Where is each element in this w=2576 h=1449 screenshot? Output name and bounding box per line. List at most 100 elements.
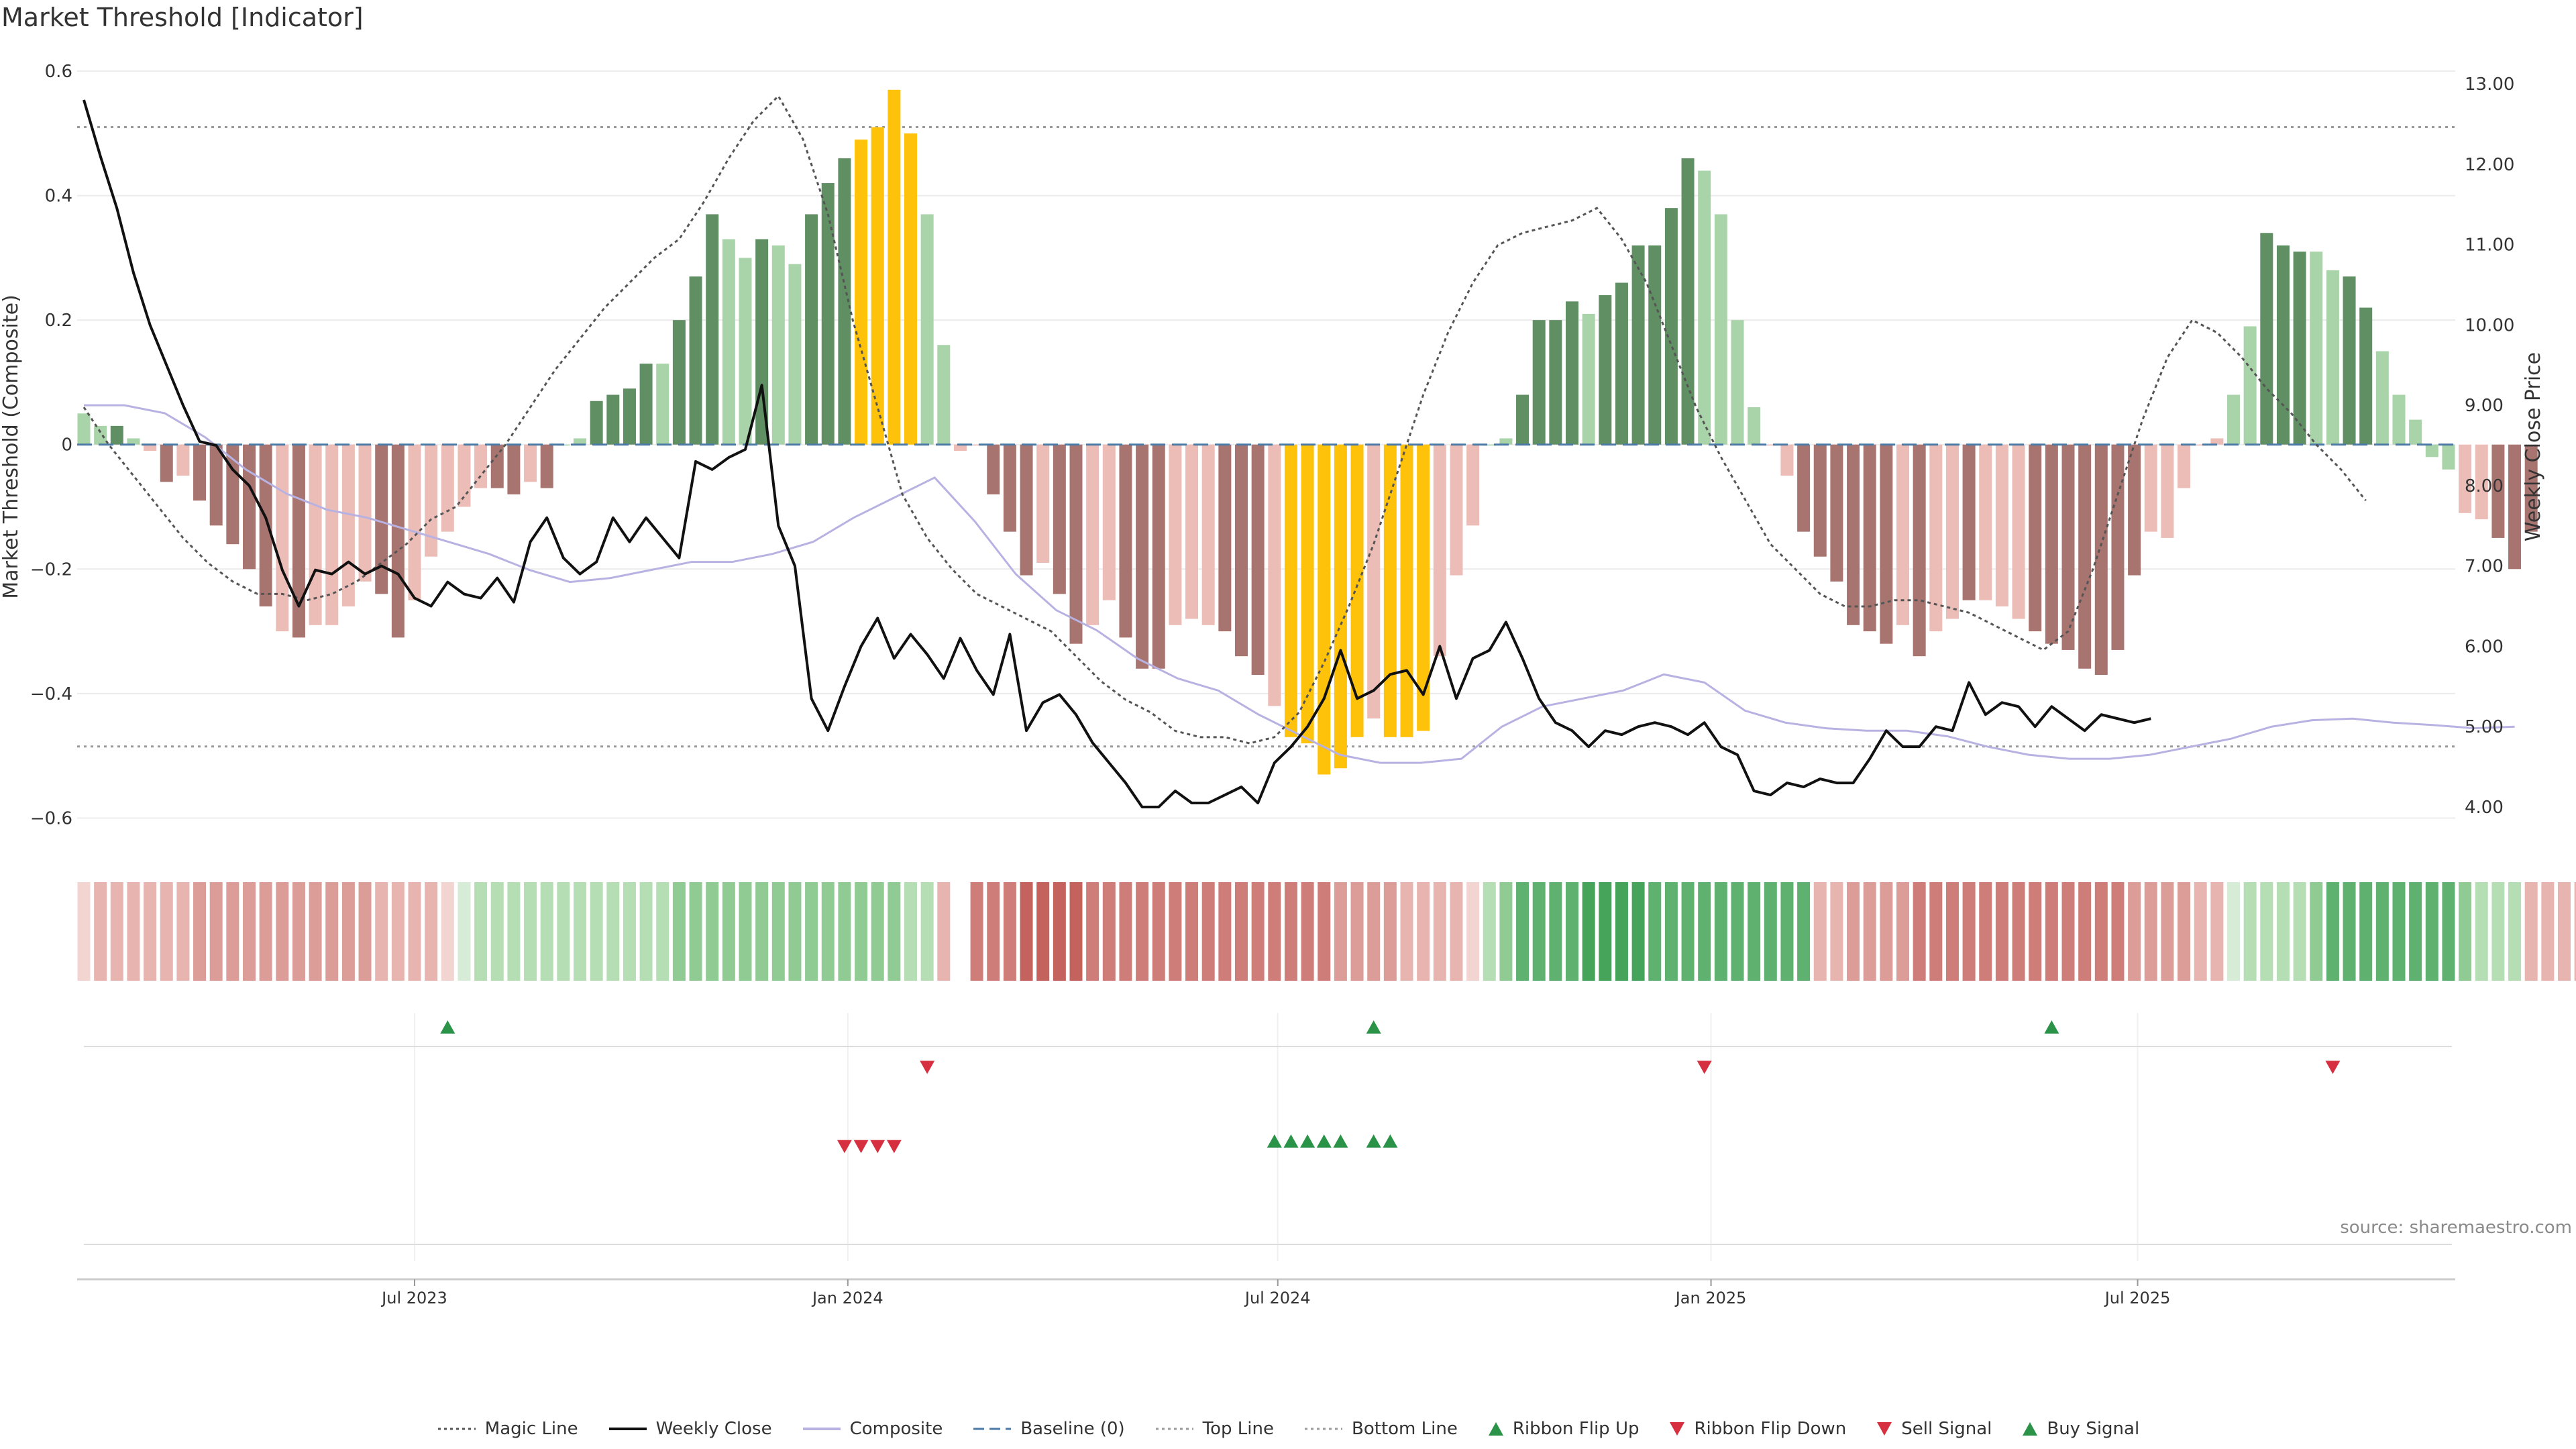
histogram-bar bbox=[1119, 444, 1132, 638]
ribbon-cell bbox=[920, 882, 934, 981]
histogram-bar bbox=[1036, 444, 1050, 564]
chart-title: Market Threshold [Indicator] bbox=[1, 3, 364, 32]
ribbon-cell bbox=[1367, 882, 1381, 981]
ribbon-cell bbox=[1748, 882, 1761, 981]
ribbon-cell bbox=[1896, 882, 1909, 981]
histogram-bar bbox=[193, 444, 207, 501]
ribbon-cell bbox=[1102, 882, 1116, 981]
histogram-bar bbox=[1995, 444, 2008, 606]
sell-signal-marker bbox=[837, 1140, 852, 1153]
histogram-bar bbox=[1102, 444, 1116, 600]
ribbon-cell bbox=[2574, 882, 2576, 981]
ribbon-cell bbox=[722, 882, 735, 981]
ribbon-cell bbox=[1549, 882, 1562, 981]
ribbon-cell bbox=[1830, 882, 1843, 981]
histogram-bar bbox=[1235, 444, 1248, 657]
histogram-bar bbox=[2111, 444, 2125, 650]
ribbon-cell bbox=[2128, 882, 2141, 981]
histogram-bar bbox=[243, 444, 256, 570]
x-tick-label: Jul 2024 bbox=[1244, 1289, 1311, 1307]
ribbon-cell bbox=[771, 882, 785, 981]
histogram-bar bbox=[1499, 438, 1513, 445]
histogram-bar bbox=[358, 444, 372, 582]
histogram-bar bbox=[821, 183, 835, 445]
legend-label: Top Line bbox=[1202, 1419, 1274, 1439]
legend-swatch-icon bbox=[437, 1428, 476, 1430]
histogram-bar bbox=[2078, 444, 2092, 669]
histogram-bar bbox=[2161, 444, 2174, 538]
ribbon-cell bbox=[1681, 882, 1695, 981]
histogram-bar bbox=[1003, 444, 1016, 532]
histogram-bar bbox=[838, 158, 851, 445]
histogram-bar bbox=[144, 444, 157, 451]
histogram-bar bbox=[2310, 252, 2323, 445]
histogram-bar bbox=[1714, 214, 1727, 445]
histogram-bar bbox=[888, 89, 901, 445]
histogram-bar bbox=[805, 214, 818, 445]
ribbon-cell bbox=[507, 882, 521, 981]
ribbon-cell bbox=[1268, 882, 1281, 981]
ribbon-cell bbox=[1169, 882, 1182, 981]
ribbon-cell bbox=[871, 882, 884, 981]
ribbon-cell bbox=[110, 882, 123, 981]
histogram-bar bbox=[672, 320, 686, 445]
ribbon-flip-up-marker bbox=[2044, 1020, 2059, 1034]
ribbon-cell bbox=[1945, 882, 1959, 981]
histogram-bar bbox=[2276, 245, 2290, 445]
histogram-bar bbox=[1450, 444, 1463, 576]
histogram-bar bbox=[176, 444, 190, 476]
ribbon-cell bbox=[1483, 882, 1496, 981]
ribbon-cell bbox=[1698, 882, 1711, 981]
histogram-bar bbox=[1913, 444, 1926, 657]
ribbon-cell bbox=[1797, 882, 1811, 981]
histogram-bar bbox=[540, 444, 553, 488]
histogram-bar bbox=[1698, 170, 1711, 445]
histogram-bar bbox=[1880, 444, 1893, 644]
ribbon-cell bbox=[821, 882, 835, 981]
ribbon-cell bbox=[209, 882, 223, 981]
ribbon-cell bbox=[1284, 882, 1297, 981]
histogram-bar bbox=[2045, 444, 2058, 644]
histogram-bar bbox=[1764, 444, 1777, 446]
histogram-bar bbox=[2392, 394, 2406, 445]
histogram-bar bbox=[1945, 444, 1959, 619]
histogram-bar bbox=[325, 444, 339, 625]
histogram-bar bbox=[1962, 444, 1976, 600]
histogram-bar bbox=[574, 438, 586, 445]
histogram-bar bbox=[1383, 444, 1397, 737]
ribbon-cell bbox=[1383, 882, 1397, 981]
ribbon-cell bbox=[2243, 882, 2257, 981]
ribbon-cell bbox=[788, 882, 802, 981]
ribbon-cell bbox=[2541, 882, 2555, 981]
ribbon-cell bbox=[1880, 882, 1893, 981]
ribbon-cell bbox=[2045, 882, 2058, 981]
ribbon-cell bbox=[606, 882, 620, 981]
ribbon-cell bbox=[2359, 882, 2373, 981]
histogram-bar bbox=[1582, 313, 1595, 445]
histogram-bar bbox=[1780, 444, 1794, 476]
ribbon-cell bbox=[1185, 882, 1199, 981]
histogram-bar bbox=[689, 276, 702, 445]
histogram-bar bbox=[1301, 444, 1314, 744]
ribbon-cell bbox=[1053, 882, 1066, 981]
ribbon-cell bbox=[2227, 882, 2240, 981]
ribbon-cell bbox=[176, 882, 190, 981]
histogram-bar bbox=[1566, 301, 1578, 445]
histogram-bar bbox=[490, 444, 504, 488]
ribbon-cell bbox=[2442, 882, 2455, 981]
histogram-bar bbox=[77, 413, 91, 445]
histogram-bar bbox=[1813, 444, 1827, 557]
y2-tick-label: 8.00 bbox=[2465, 476, 2504, 496]
ribbon-cell bbox=[2558, 882, 2571, 981]
buy-signal-marker bbox=[1316, 1134, 1332, 1148]
ribbon-cell bbox=[1235, 882, 1248, 981]
histogram-bar bbox=[1748, 407, 1761, 445]
ribbon-cell bbox=[1450, 882, 1463, 981]
x-tick-label: Jul 2025 bbox=[2104, 1289, 2171, 1307]
y-tick-label: −0.6 bbox=[30, 808, 72, 828]
y2-tick-label: 5.00 bbox=[2465, 717, 2504, 737]
y2-tick-label: 9.00 bbox=[2465, 396, 2504, 416]
legend-item: Ribbon Flip Down bbox=[1668, 1419, 1846, 1439]
ribbon-cell bbox=[755, 882, 769, 981]
ribbon-cell bbox=[540, 882, 553, 981]
